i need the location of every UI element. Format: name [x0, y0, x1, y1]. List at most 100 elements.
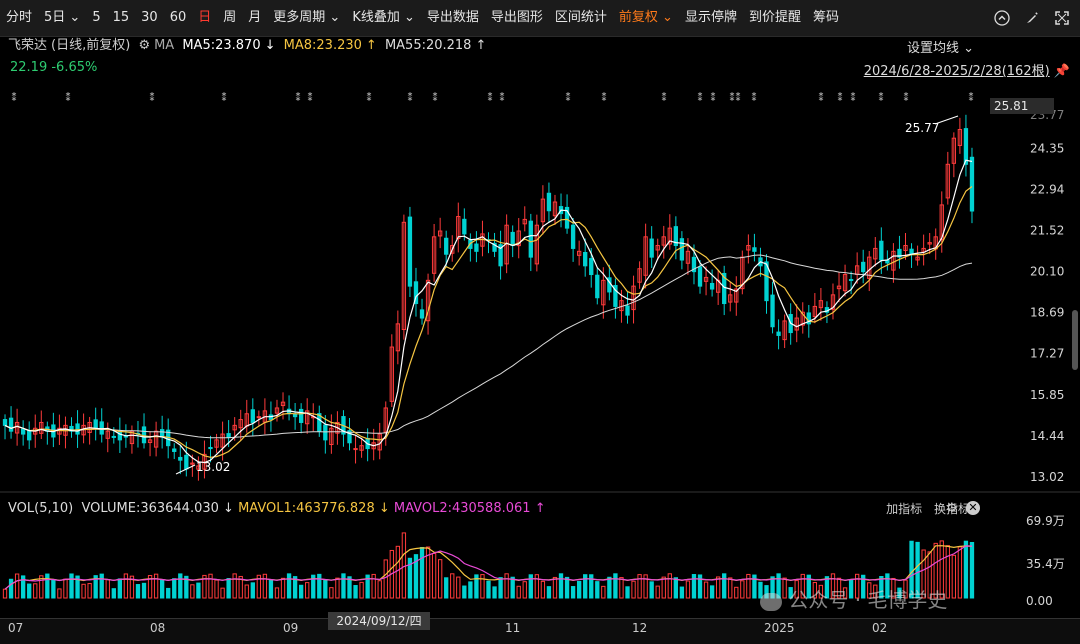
candle-body — [431, 236, 437, 274]
toolbar-item-15[interactable]: 显示停牌 — [684, 10, 737, 25]
volume-bar — [667, 573, 672, 599]
collapse-icon[interactable] — [994, 10, 1010, 26]
candle-body — [691, 256, 697, 273]
date-label: 09 — [283, 621, 299, 635]
candle-body — [583, 252, 588, 267]
close-icon[interactable]: ✕ — [966, 501, 980, 515]
toolbar-item-8[interactable]: 月 — [248, 10, 262, 25]
volume-bar — [14, 573, 20, 599]
wechat-icon — [760, 592, 782, 611]
toolbar-item-3[interactable]: 15 — [112, 10, 130, 25]
toolbar-item-11[interactable]: 导出数据 — [426, 10, 479, 25]
candle-body — [323, 424, 328, 441]
candle-body — [510, 231, 515, 247]
volume-bar — [709, 585, 715, 599]
candle-body — [516, 230, 521, 247]
volume-bar — [238, 575, 243, 599]
candle-body — [117, 430, 123, 441]
price-tick-label: 17.27 — [1030, 347, 1064, 361]
toolbar-item-9[interactable]: 更多周期 ⌄ — [273, 10, 341, 25]
candle-body — [818, 300, 824, 309]
volume-bar — [800, 573, 805, 599]
toolbar-item-6[interactable]: 日 — [198, 10, 212, 25]
high-arrow — [934, 115, 959, 125]
price-line: 22.19 -6.65% — [10, 60, 97, 75]
volume-bar — [957, 546, 963, 599]
candle-body — [842, 274, 848, 292]
volume-bar — [703, 581, 709, 599]
price-tick-label: 18.69 — [1030, 306, 1064, 320]
date-axis: 07 08 09 11 12 2025 02 — [0, 618, 1080, 644]
candlestick-chart[interactable]: ⁑ ⁑ ⁑ ⁑ ⁑ ⁑ ⁑ ⁑ ⁑ ⁑ ⁑ ⁑ ⁑ ⁑ ⁑ ⁑ ⁑ ⁑ ⁑ ⁑ ⁑ ⁑ ⁑ ⁑ ⁑24.3522.9421.52… — [0, 80, 1080, 618]
candle-body — [329, 427, 334, 446]
toolbar-item-0[interactable]: 分时 — [6, 10, 33, 25]
volume-bar — [583, 574, 588, 599]
volume-bar — [365, 574, 370, 599]
volume-bar — [468, 581, 473, 599]
volume-bar — [480, 574, 485, 599]
toolbar-item-13[interactable]: 区间统计 — [554, 10, 607, 25]
toolbar-item-12[interactable]: 导出图形 — [490, 10, 543, 25]
event-marker: ⁑ — [736, 91, 741, 104]
volume-bar — [661, 576, 666, 599]
volume-bar — [166, 587, 171, 599]
volume-bar — [528, 574, 533, 599]
volume-bar — [885, 573, 890, 599]
volume-bar — [546, 586, 552, 599]
pin-icon[interactable]: 📌 — [1053, 64, 1070, 79]
fullscreen-icon[interactable] — [1054, 10, 1070, 26]
volume-bar — [274, 587, 280, 599]
price-tick-label: 24.35 — [1030, 141, 1064, 155]
volume-bar — [33, 583, 38, 599]
volume-bar — [673, 577, 679, 599]
event-marker: ⁑ — [433, 91, 438, 104]
toolbar-icons — [994, 0, 1070, 36]
toolbar-item-5[interactable]: 60 — [169, 10, 187, 25]
chevron-down-icon: ⌄ — [963, 41, 974, 56]
volume-bar — [256, 574, 262, 599]
volume-bar — [359, 581, 364, 599]
toolbar-item-4[interactable]: 30 — [141, 10, 158, 25]
stock-mode: (日线,前复权) — [51, 38, 131, 53]
candle-body — [522, 218, 527, 225]
candle-body — [679, 238, 685, 261]
volume-bar — [69, 573, 74, 599]
candle-body — [250, 409, 255, 423]
volume-bar — [450, 573, 455, 599]
toolbar-item-1[interactable]: 5日 ⌄ — [44, 10, 81, 25]
volume-bar — [298, 584, 304, 599]
volume-bar — [504, 573, 509, 599]
volume-bar — [474, 574, 479, 599]
candle-body — [728, 294, 733, 303]
candle-body — [969, 156, 975, 212]
candle-body — [14, 421, 20, 434]
set-ma-button[interactable]: 设置均线 ⌄ — [907, 37, 974, 56]
add-indicator-button[interactable]: 加指标 — [886, 502, 923, 516]
candle-body — [637, 268, 642, 283]
candle-body — [413, 281, 419, 305]
switch-indicator-button[interactable]: 换指标 — [933, 502, 970, 516]
candle-body — [613, 285, 618, 307]
stock-info-line: 飞荣达 (日线,前复权) ⚙ MA MA5:23.870 ↓ MA8:23.230 ↑ … — [8, 36, 490, 56]
event-marker: ⁑ — [566, 91, 571, 104]
toolbar-item-16[interactable]: 到价提醒 — [748, 10, 801, 25]
volume-bar — [407, 557, 413, 599]
volume-bar — [268, 579, 274, 599]
volume-bar — [806, 574, 811, 599]
toolbar-item-2[interactable]: 5 — [92, 10, 101, 25]
toolbar-item-17[interactable]: 筹码 — [812, 10, 839, 25]
volume-bar — [728, 577, 733, 599]
candle-body — [190, 462, 195, 465]
date-range[interactable]: 2024/6/28-2025/2/28(162根) 📌 — [864, 60, 1070, 79]
ma55-line — [4, 254, 973, 439]
candle-body — [280, 401, 286, 407]
volume-bar — [437, 559, 443, 599]
toolbar-item-10[interactable]: K线叠加 ⌄ — [352, 10, 415, 25]
volume-bar — [153, 573, 159, 599]
gear-icon[interactable]: ⚙ — [946, 501, 958, 516]
toolbar-item-7[interactable]: 周 — [223, 10, 237, 25]
toolbar-item-14[interactable]: 前复权 ⌄ — [618, 10, 673, 25]
draw-pen-icon[interactable] — [1024, 10, 1040, 26]
candle-body — [383, 407, 388, 433]
gear-icon[interactable]: ⚙ — [138, 38, 151, 53]
